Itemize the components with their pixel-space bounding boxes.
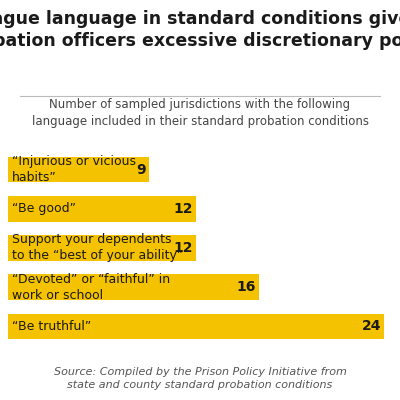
- Text: 9: 9: [136, 162, 146, 176]
- Text: Support your dependents
to the “best of your ability”: Support your dependents to the “best of …: [12, 234, 183, 262]
- Text: Vague language in standard conditions gives
probation officers excessive discret: Vague language in standard conditions gi…: [0, 10, 400, 50]
- Bar: [8, 196, 196, 222]
- Text: Source: Compiled by the Prison Policy Initiative from
state and county standard : Source: Compiled by the Prison Policy In…: [54, 367, 346, 390]
- Text: Number of sampled jurisdictions with the following
language included in their st: Number of sampled jurisdictions with the…: [32, 98, 368, 128]
- Text: “Injurious or vicious
habits”: “Injurious or vicious habits”: [12, 155, 136, 184]
- Text: 12: 12: [174, 241, 193, 255]
- Text: 16: 16: [236, 280, 256, 294]
- Text: 12: 12: [174, 202, 193, 216]
- Text: “Devoted” or “faithful” in
work or school: “Devoted” or “faithful” in work or schoo…: [12, 273, 170, 302]
- Bar: [8, 235, 196, 261]
- Bar: [8, 314, 384, 339]
- Text: “Be truthful”: “Be truthful”: [12, 320, 91, 333]
- Bar: [8, 157, 149, 182]
- Text: “Be good”: “Be good”: [12, 202, 76, 215]
- Bar: [8, 274, 259, 300]
- Text: 24: 24: [362, 320, 381, 334]
